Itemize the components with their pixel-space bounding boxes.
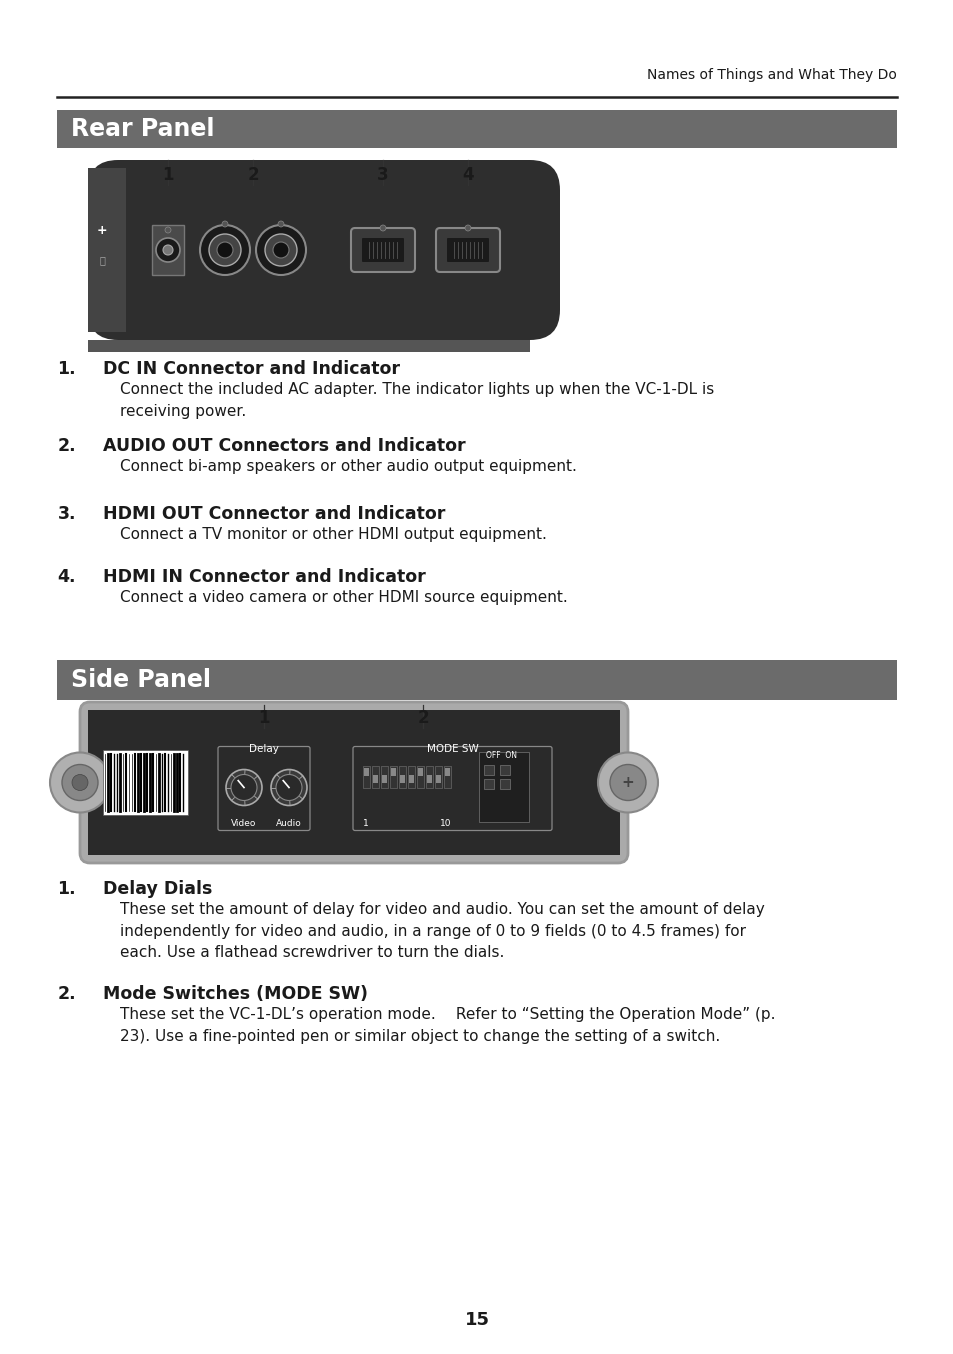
Bar xyxy=(435,765,441,788)
Text: Names of Things and What They Do: Names of Things and What They Do xyxy=(646,68,896,83)
Bar xyxy=(499,765,510,774)
FancyBboxPatch shape xyxy=(351,227,415,272)
Circle shape xyxy=(163,245,172,255)
Text: Connect a video camera or other HDMI source equipment.: Connect a video camera or other HDMI sou… xyxy=(120,590,567,605)
Circle shape xyxy=(231,774,256,800)
Circle shape xyxy=(50,753,110,812)
Circle shape xyxy=(379,225,386,232)
Circle shape xyxy=(165,227,171,233)
Circle shape xyxy=(271,769,307,806)
Circle shape xyxy=(226,769,262,806)
FancyBboxPatch shape xyxy=(436,227,499,272)
Bar xyxy=(408,765,415,788)
Bar xyxy=(88,709,619,854)
Circle shape xyxy=(156,238,180,263)
Bar xyxy=(57,659,896,700)
Text: 1: 1 xyxy=(258,709,270,727)
Text: 2: 2 xyxy=(416,709,428,727)
Circle shape xyxy=(598,753,658,812)
Circle shape xyxy=(200,225,250,275)
Circle shape xyxy=(222,221,228,227)
Bar xyxy=(390,765,396,788)
Bar xyxy=(103,750,188,815)
Circle shape xyxy=(464,225,471,232)
Bar xyxy=(363,765,370,788)
Text: Video: Video xyxy=(231,819,256,829)
Bar xyxy=(364,768,369,776)
Text: These set the VC-1-DL’s operation mode.  Refer to “Setting the Operation Mode” (: These set the VC-1-DL’s operation mode. … xyxy=(120,1007,775,1044)
Bar xyxy=(444,768,450,776)
FancyBboxPatch shape xyxy=(361,238,403,263)
Text: Side Panel: Side Panel xyxy=(71,668,211,692)
Bar xyxy=(88,340,530,352)
Text: 2.: 2. xyxy=(57,984,76,1003)
Text: 15: 15 xyxy=(464,1311,489,1330)
Bar xyxy=(372,765,378,788)
Text: Connect bi-amp speakers or other audio output equipment.: Connect bi-amp speakers or other audio o… xyxy=(120,459,577,474)
Bar xyxy=(398,765,406,788)
Text: 2.: 2. xyxy=(57,437,76,455)
Circle shape xyxy=(209,234,241,265)
Circle shape xyxy=(255,225,306,275)
Bar xyxy=(57,110,896,148)
Text: 1: 1 xyxy=(162,167,173,184)
Circle shape xyxy=(273,242,289,259)
Bar xyxy=(483,779,494,788)
Text: Connect a TV monitor or other HDMI output equipment.: Connect a TV monitor or other HDMI outpu… xyxy=(120,527,546,542)
Text: 3.: 3. xyxy=(57,505,76,523)
Circle shape xyxy=(277,221,284,227)
Bar xyxy=(391,768,395,776)
Text: MODE SW: MODE SW xyxy=(427,745,478,754)
Bar xyxy=(380,765,388,788)
Text: DC IN Connector and Indicator: DC IN Connector and Indicator xyxy=(103,360,399,378)
Bar xyxy=(417,768,422,776)
Circle shape xyxy=(216,242,233,259)
Text: AUDIO OUT Connectors and Indicator: AUDIO OUT Connectors and Indicator xyxy=(103,437,465,455)
Circle shape xyxy=(265,234,296,265)
Text: 4: 4 xyxy=(461,167,474,184)
FancyBboxPatch shape xyxy=(80,701,627,862)
Bar xyxy=(499,779,510,788)
Bar xyxy=(443,765,451,788)
Text: 2: 2 xyxy=(247,167,258,184)
Bar xyxy=(381,774,387,783)
Circle shape xyxy=(71,774,88,791)
Text: Connect the included AC adapter. The indicator lights up when the VC-1-DL is
rec: Connect the included AC adapter. The ind… xyxy=(120,382,714,418)
FancyBboxPatch shape xyxy=(152,225,184,275)
Circle shape xyxy=(609,765,645,800)
Text: 4.: 4. xyxy=(57,567,76,586)
Text: 3: 3 xyxy=(376,167,389,184)
Bar xyxy=(409,774,414,783)
FancyBboxPatch shape xyxy=(478,751,529,822)
Text: Rear Panel: Rear Panel xyxy=(71,116,214,141)
Text: Delay Dials: Delay Dials xyxy=(103,880,213,898)
Text: Mode Switches (MODE SW): Mode Switches (MODE SW) xyxy=(103,984,368,1003)
Text: +: + xyxy=(621,774,634,789)
Bar xyxy=(426,765,433,788)
Bar xyxy=(427,774,432,783)
FancyBboxPatch shape xyxy=(88,160,559,340)
Text: These set the amount of delay for video and audio. You can set the amount of del: These set the amount of delay for video … xyxy=(120,902,764,960)
Bar xyxy=(416,765,423,788)
Text: HDMI OUT Connector and Indicator: HDMI OUT Connector and Indicator xyxy=(103,505,445,523)
Text: HDMI IN Connector and Indicator: HDMI IN Connector and Indicator xyxy=(103,567,425,586)
Text: OFF  ON: OFF ON xyxy=(485,750,517,760)
Bar xyxy=(88,168,126,332)
Text: Delay: Delay xyxy=(249,745,278,754)
Bar xyxy=(373,774,377,783)
Bar xyxy=(399,774,405,783)
Circle shape xyxy=(275,774,302,800)
Circle shape xyxy=(62,765,98,800)
Text: 10: 10 xyxy=(439,819,451,829)
Bar xyxy=(436,774,440,783)
Text: 1.: 1. xyxy=(57,880,76,898)
FancyBboxPatch shape xyxy=(447,238,489,263)
Bar xyxy=(483,765,494,774)
Text: 1: 1 xyxy=(363,819,369,829)
Text: +: + xyxy=(96,223,107,237)
Text: Audio: Audio xyxy=(275,819,301,829)
Text: 1.: 1. xyxy=(57,360,76,378)
Text: ⏚: ⏚ xyxy=(99,255,105,265)
